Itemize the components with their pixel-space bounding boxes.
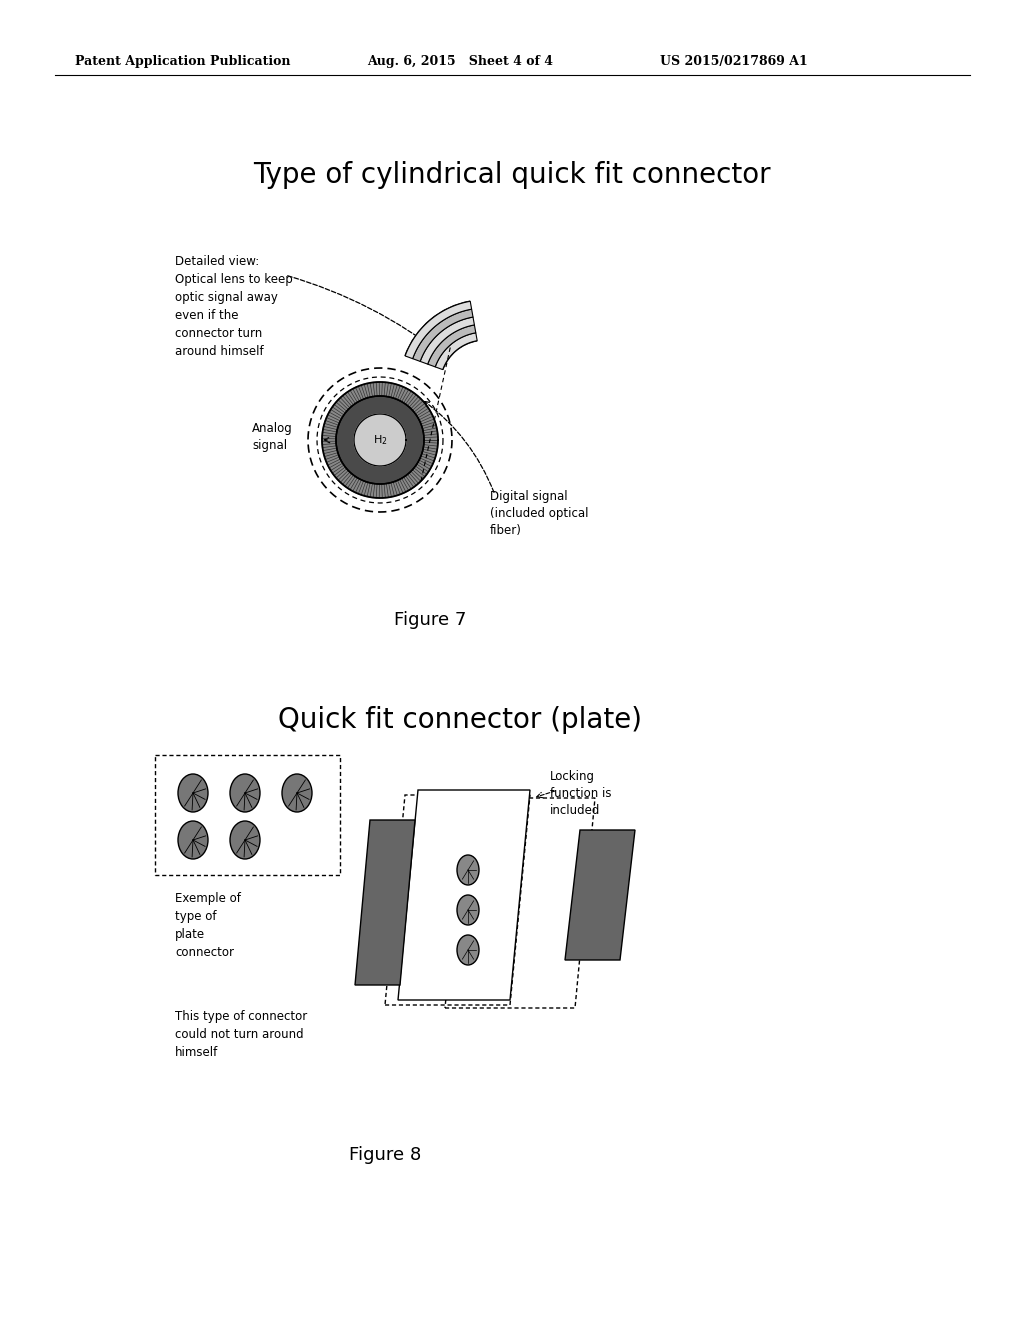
Text: Aug. 6, 2015   Sheet 4 of 4: Aug. 6, 2015 Sheet 4 of 4 xyxy=(367,55,553,69)
Circle shape xyxy=(322,381,438,498)
Polygon shape xyxy=(413,309,473,362)
Text: This type of connector
could not turn around
himself: This type of connector could not turn ar… xyxy=(175,1010,307,1059)
Polygon shape xyxy=(406,301,472,359)
Text: Quick fit connector (plate): Quick fit connector (plate) xyxy=(278,706,642,734)
Ellipse shape xyxy=(457,855,479,884)
Text: H$_2$: H$_2$ xyxy=(373,433,387,447)
Text: Type of cylindrical quick fit connector: Type of cylindrical quick fit connector xyxy=(253,161,771,189)
Polygon shape xyxy=(565,830,635,960)
Circle shape xyxy=(336,396,424,484)
Text: Locking
function is
included: Locking function is included xyxy=(550,770,611,817)
Polygon shape xyxy=(398,789,530,1001)
Ellipse shape xyxy=(230,774,260,812)
Text: Patent Application Publication: Patent Application Publication xyxy=(75,55,291,69)
Polygon shape xyxy=(155,755,340,875)
Polygon shape xyxy=(428,325,476,367)
Text: Digital signal
(included optical
fiber): Digital signal (included optical fiber) xyxy=(490,490,589,537)
Ellipse shape xyxy=(282,774,312,812)
Polygon shape xyxy=(420,317,474,364)
Circle shape xyxy=(354,414,406,466)
Ellipse shape xyxy=(457,935,479,965)
Ellipse shape xyxy=(178,774,208,812)
Text: Exemple of
type of
plate
connector: Exemple of type of plate connector xyxy=(175,892,241,960)
Ellipse shape xyxy=(230,821,260,859)
Ellipse shape xyxy=(178,821,208,859)
Text: US 2015/0217869 A1: US 2015/0217869 A1 xyxy=(660,55,808,69)
Ellipse shape xyxy=(457,895,479,925)
Polygon shape xyxy=(435,333,477,370)
Text: Figure 7: Figure 7 xyxy=(394,611,466,630)
Text: Analog
signal: Analog signal xyxy=(252,422,293,451)
Circle shape xyxy=(336,396,424,484)
Text: Figure 8: Figure 8 xyxy=(349,1146,421,1164)
Polygon shape xyxy=(355,820,415,985)
Text: Detailed view:
Optical lens to keep
optic signal away
even if the
connector turn: Detailed view: Optical lens to keep opti… xyxy=(175,255,293,358)
